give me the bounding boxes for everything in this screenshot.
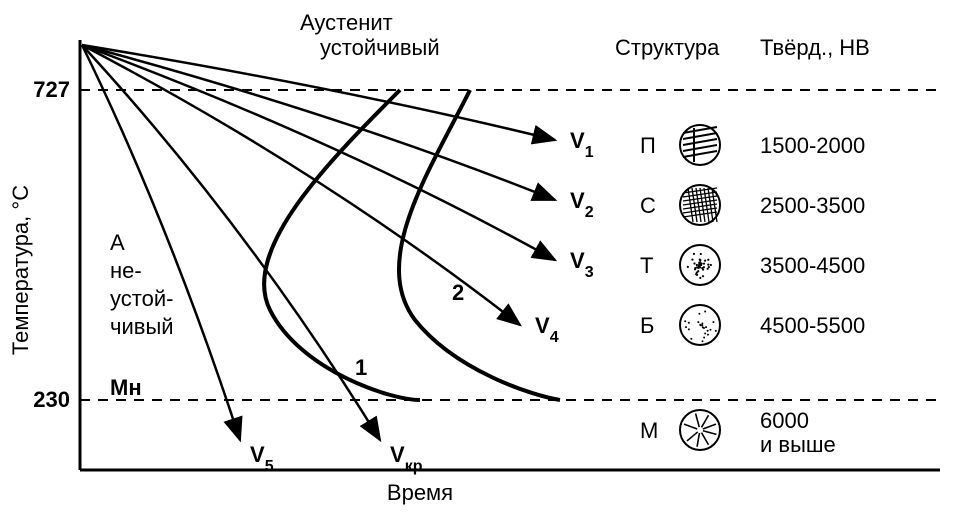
row-П: П 1500-2000	[640, 125, 865, 165]
mn-label: Мн	[110, 375, 142, 400]
row-Т: Т 3500-4500	[640, 245, 865, 285]
svg-text:не-: не-	[110, 258, 142, 283]
hardness-value: 2500-3500	[760, 193, 865, 218]
cooling-label-v2: V2	[570, 188, 594, 221]
structure-letter: С	[640, 193, 656, 218]
svg-text:А: А	[110, 230, 125, 255]
structure-letter: Т	[640, 253, 653, 278]
structure-letter: П	[640, 133, 656, 158]
x-axis-label: Время	[387, 480, 453, 505]
austenite-stable-line2: устойчивый	[320, 35, 440, 60]
troostite-icon	[680, 245, 720, 285]
col-structure: Структура	[615, 35, 720, 60]
cooling-line-v3	[82, 45, 555, 260]
y-axis-label: Температура, °С	[8, 185, 33, 355]
hardness-value: 3500-4500	[760, 253, 865, 278]
cooling-line-v5	[82, 45, 240, 440]
row-М: М 6000и выше	[640, 408, 836, 457]
ytick-230: 230	[33, 387, 70, 412]
hardness-value: 6000	[760, 408, 809, 433]
hardness-value-2: и выше	[760, 432, 836, 457]
row-Б: Б 4500-5500	[640, 305, 865, 345]
c-curve-2-label: 2	[452, 280, 464, 305]
col-hardness: Твёрд., НВ	[760, 35, 870, 60]
cooling-label-v3: V3	[570, 248, 594, 281]
austenite-unstable-label: А не- устой- чивый	[110, 230, 174, 339]
hardness-value: 4500-5500	[760, 313, 865, 338]
structure-letter: М	[640, 418, 658, 443]
svg-text:чивый: чивый	[110, 314, 174, 339]
y-tick-labels: 727 230	[33, 77, 70, 412]
austenite-stable-line1: Аустенит	[300, 10, 393, 35]
cooling-labels: V1V2V3V4V5Vкр	[250, 128, 594, 475]
cooling-lines	[82, 45, 555, 440]
c-curve-1-label: 1	[355, 355, 367, 380]
pearlite-icon	[680, 125, 720, 165]
structure-letter: Б	[640, 313, 654, 338]
hardness-value: 1500-2000	[760, 133, 865, 158]
row-С: С 2500-3500	[640, 185, 865, 225]
cooling-label-v1: V1	[570, 128, 594, 161]
sorbite-icon	[680, 185, 720, 225]
martensite-icon	[680, 410, 720, 450]
bainite-icon	[680, 305, 720, 345]
ytick-727: 727	[33, 77, 70, 102]
cooling-label-v4: V4	[535, 313, 559, 346]
svg-text:устой-: устой-	[110, 286, 173, 311]
structure-rows: П 1500-2000 С 2500-3500 Т 3500-4500 Б 4500-5500…	[640, 125, 865, 457]
